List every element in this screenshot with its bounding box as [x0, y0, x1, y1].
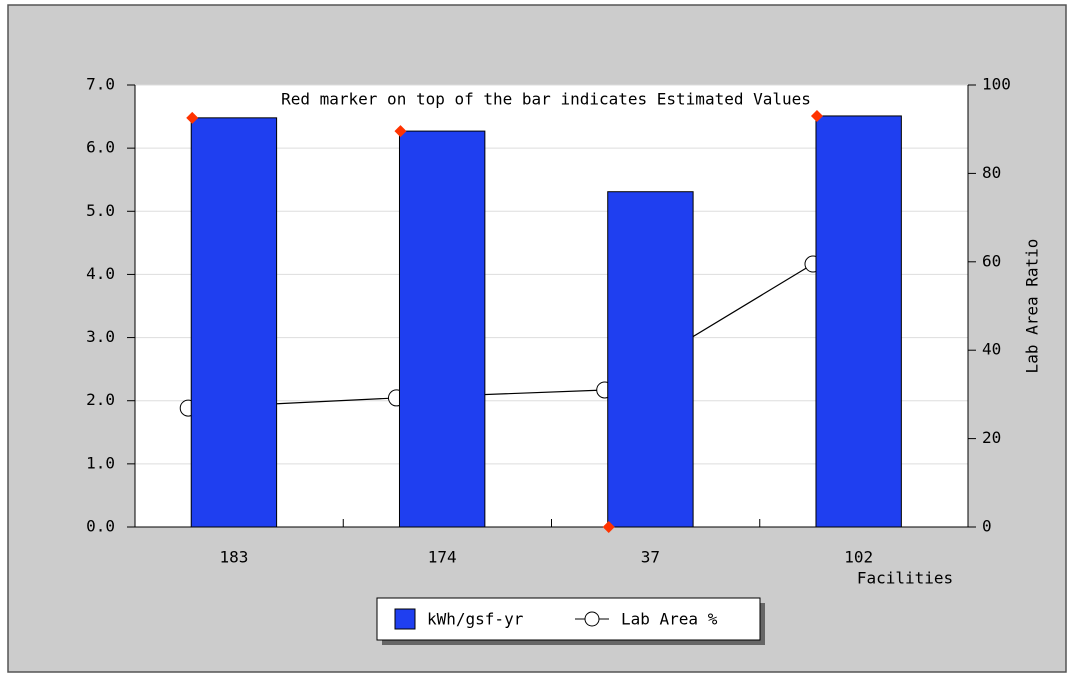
y-tick-label: 6.0: [86, 138, 115, 157]
y-tick-label: 5.0: [86, 201, 115, 220]
y-tick-label: 4.0: [86, 264, 115, 283]
estimate-marker: [186, 111, 199, 124]
bar: [815, 115, 902, 528]
estimate-marker: [602, 521, 615, 533]
legend-point: [584, 611, 600, 627]
legend-swatch: [394, 608, 416, 630]
x-tick-label: 183: [219, 548, 248, 567]
x-tick-label: 102: [844, 548, 873, 567]
y-tick-label: 0.0: [86, 517, 115, 536]
y2-tick-label: 80: [982, 163, 1001, 182]
estimate-marker: [394, 125, 407, 138]
y2-tick-label: 20: [982, 428, 1001, 447]
bar: [398, 130, 486, 528]
y2-tick-label: 60: [982, 251, 1001, 270]
legend-label: kWh/gsf-yr: [427, 610, 524, 629]
y2-axis-label: Lab Area Ratio: [1023, 239, 1042, 374]
x-tick-label: 174: [428, 548, 457, 567]
chart-title: Red marker on top of the bar indicates E…: [281, 90, 811, 109]
y2-tick-label: 100: [982, 75, 1011, 94]
line-series: [188, 263, 814, 409]
bar: [190, 117, 278, 528]
x-axis-label: Facilities: [857, 569, 953, 588]
x-tick-label: 37: [641, 548, 660, 567]
y-tick-label: 2.0: [86, 390, 115, 409]
y-tick-label: 7.0: [86, 75, 115, 94]
y2-tick-label: 0: [982, 517, 992, 536]
estimate-marker: [810, 109, 823, 122]
y-tick-label: 3.0: [86, 327, 115, 346]
y-tick-label: 1.0: [86, 453, 115, 472]
legend: [376, 597, 761, 641]
bar: [607, 191, 694, 528]
legend-label: Lab Area %: [621, 610, 718, 629]
y2-tick-label: 40: [982, 340, 1001, 359]
